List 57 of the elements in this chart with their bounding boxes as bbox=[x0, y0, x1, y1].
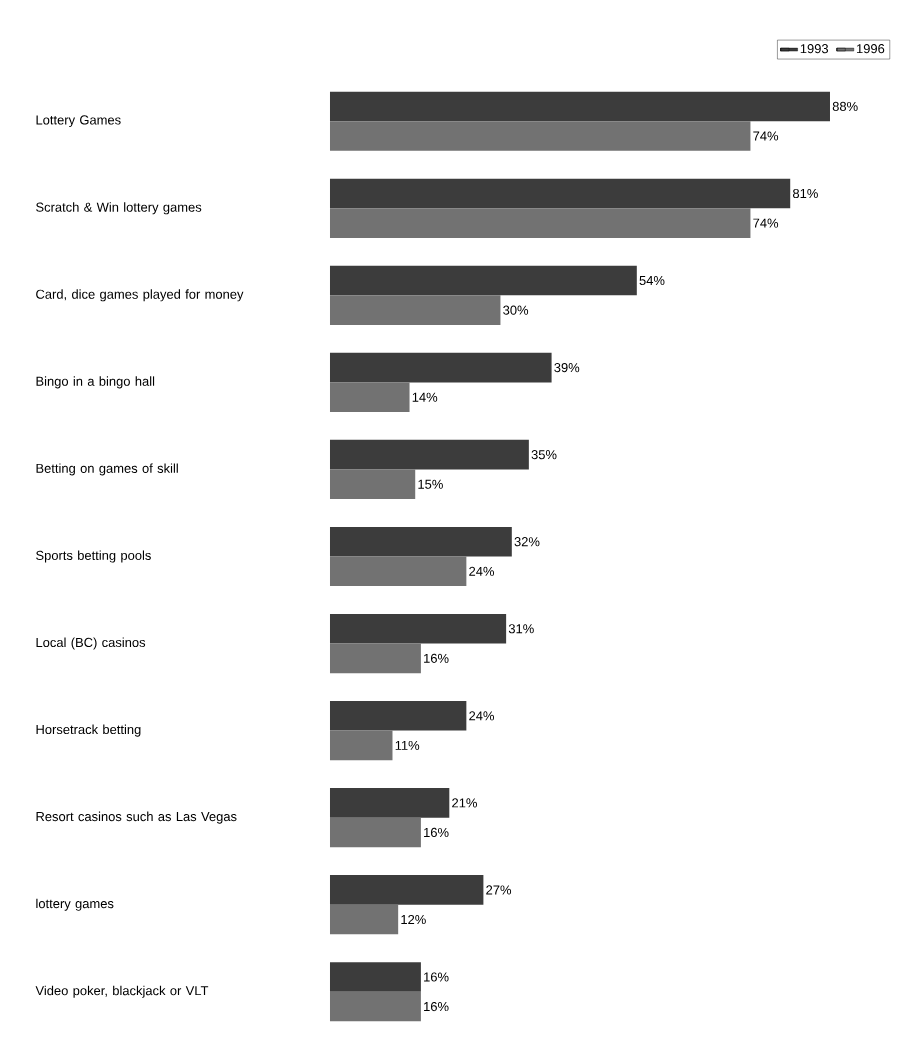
data-label: 30% bbox=[503, 305, 529, 315]
bar bbox=[329, 730, 393, 761]
bar bbox=[329, 352, 552, 383]
data-label: 24% bbox=[469, 711, 495, 721]
y-tick-label: Local (BC) casinos bbox=[36, 637, 146, 650]
bar bbox=[329, 295, 501, 325]
data-label: 16% bbox=[424, 972, 449, 982]
bar bbox=[329, 643, 421, 674]
data-label: 88% bbox=[832, 101, 858, 112]
bar bbox=[329, 991, 421, 1022]
data-label: 39% bbox=[554, 363, 580, 373]
bar bbox=[329, 556, 467, 587]
y-tick-label: Betting on games of skill bbox=[36, 463, 178, 476]
bar bbox=[329, 178, 791, 209]
y-tick-label: Bingo in a bingo hall bbox=[36, 376, 155, 389]
y-tick-label: Card, dice games played for money bbox=[36, 289, 244, 302]
bar bbox=[329, 382, 410, 412]
data-label: 35% bbox=[531, 450, 557, 460]
y-tick-label: Video poker, blackjack or VLT bbox=[35, 985, 209, 998]
bar bbox=[329, 701, 467, 731]
data-label: 16% bbox=[424, 653, 449, 663]
y-tick-label: Scratch & Win lottery games bbox=[36, 202, 202, 215]
data-label: 31% bbox=[508, 624, 534, 634]
legend-label: 1996 bbox=[856, 44, 885, 54]
data-label: 81% bbox=[792, 188, 818, 199]
bar bbox=[329, 788, 450, 818]
bar bbox=[329, 875, 484, 905]
bar bbox=[329, 613, 507, 644]
data-label: 74% bbox=[753, 218, 779, 228]
y-tick-label: lottery games bbox=[36, 898, 114, 911]
data-label: 27% bbox=[486, 885, 512, 895]
data-label: 16% bbox=[424, 1001, 449, 1012]
y-tick-label: Lottery Games bbox=[36, 115, 121, 128]
bar bbox=[329, 817, 421, 848]
bar bbox=[329, 208, 751, 238]
bar bbox=[329, 469, 416, 500]
data-label: 74% bbox=[753, 131, 779, 141]
bar bbox=[329, 439, 529, 470]
bar bbox=[329, 962, 421, 992]
data-label: 21% bbox=[452, 798, 477, 808]
bar bbox=[329, 91, 830, 122]
bar bbox=[329, 904, 399, 935]
y-tick-label: Sports betting pools bbox=[36, 550, 151, 563]
bar bbox=[329, 526, 512, 557]
data-label: 15% bbox=[418, 479, 443, 489]
data-label: 16% bbox=[424, 827, 449, 838]
data-label: 54% bbox=[639, 275, 665, 286]
y-tick-label: Horsetrack betting bbox=[36, 724, 141, 737]
data-label: 24% bbox=[469, 566, 495, 576]
data-label: 12% bbox=[401, 914, 426, 925]
y-tick-label: Resort casinos such as Las Vegas bbox=[36, 811, 237, 824]
legend-label: 1993 bbox=[800, 44, 829, 54]
data-label: 32% bbox=[514, 537, 540, 547]
data-label: 11% bbox=[395, 740, 420, 750]
bar bbox=[329, 121, 751, 151]
bar bbox=[329, 265, 637, 296]
data-label: 14% bbox=[412, 392, 438, 402]
